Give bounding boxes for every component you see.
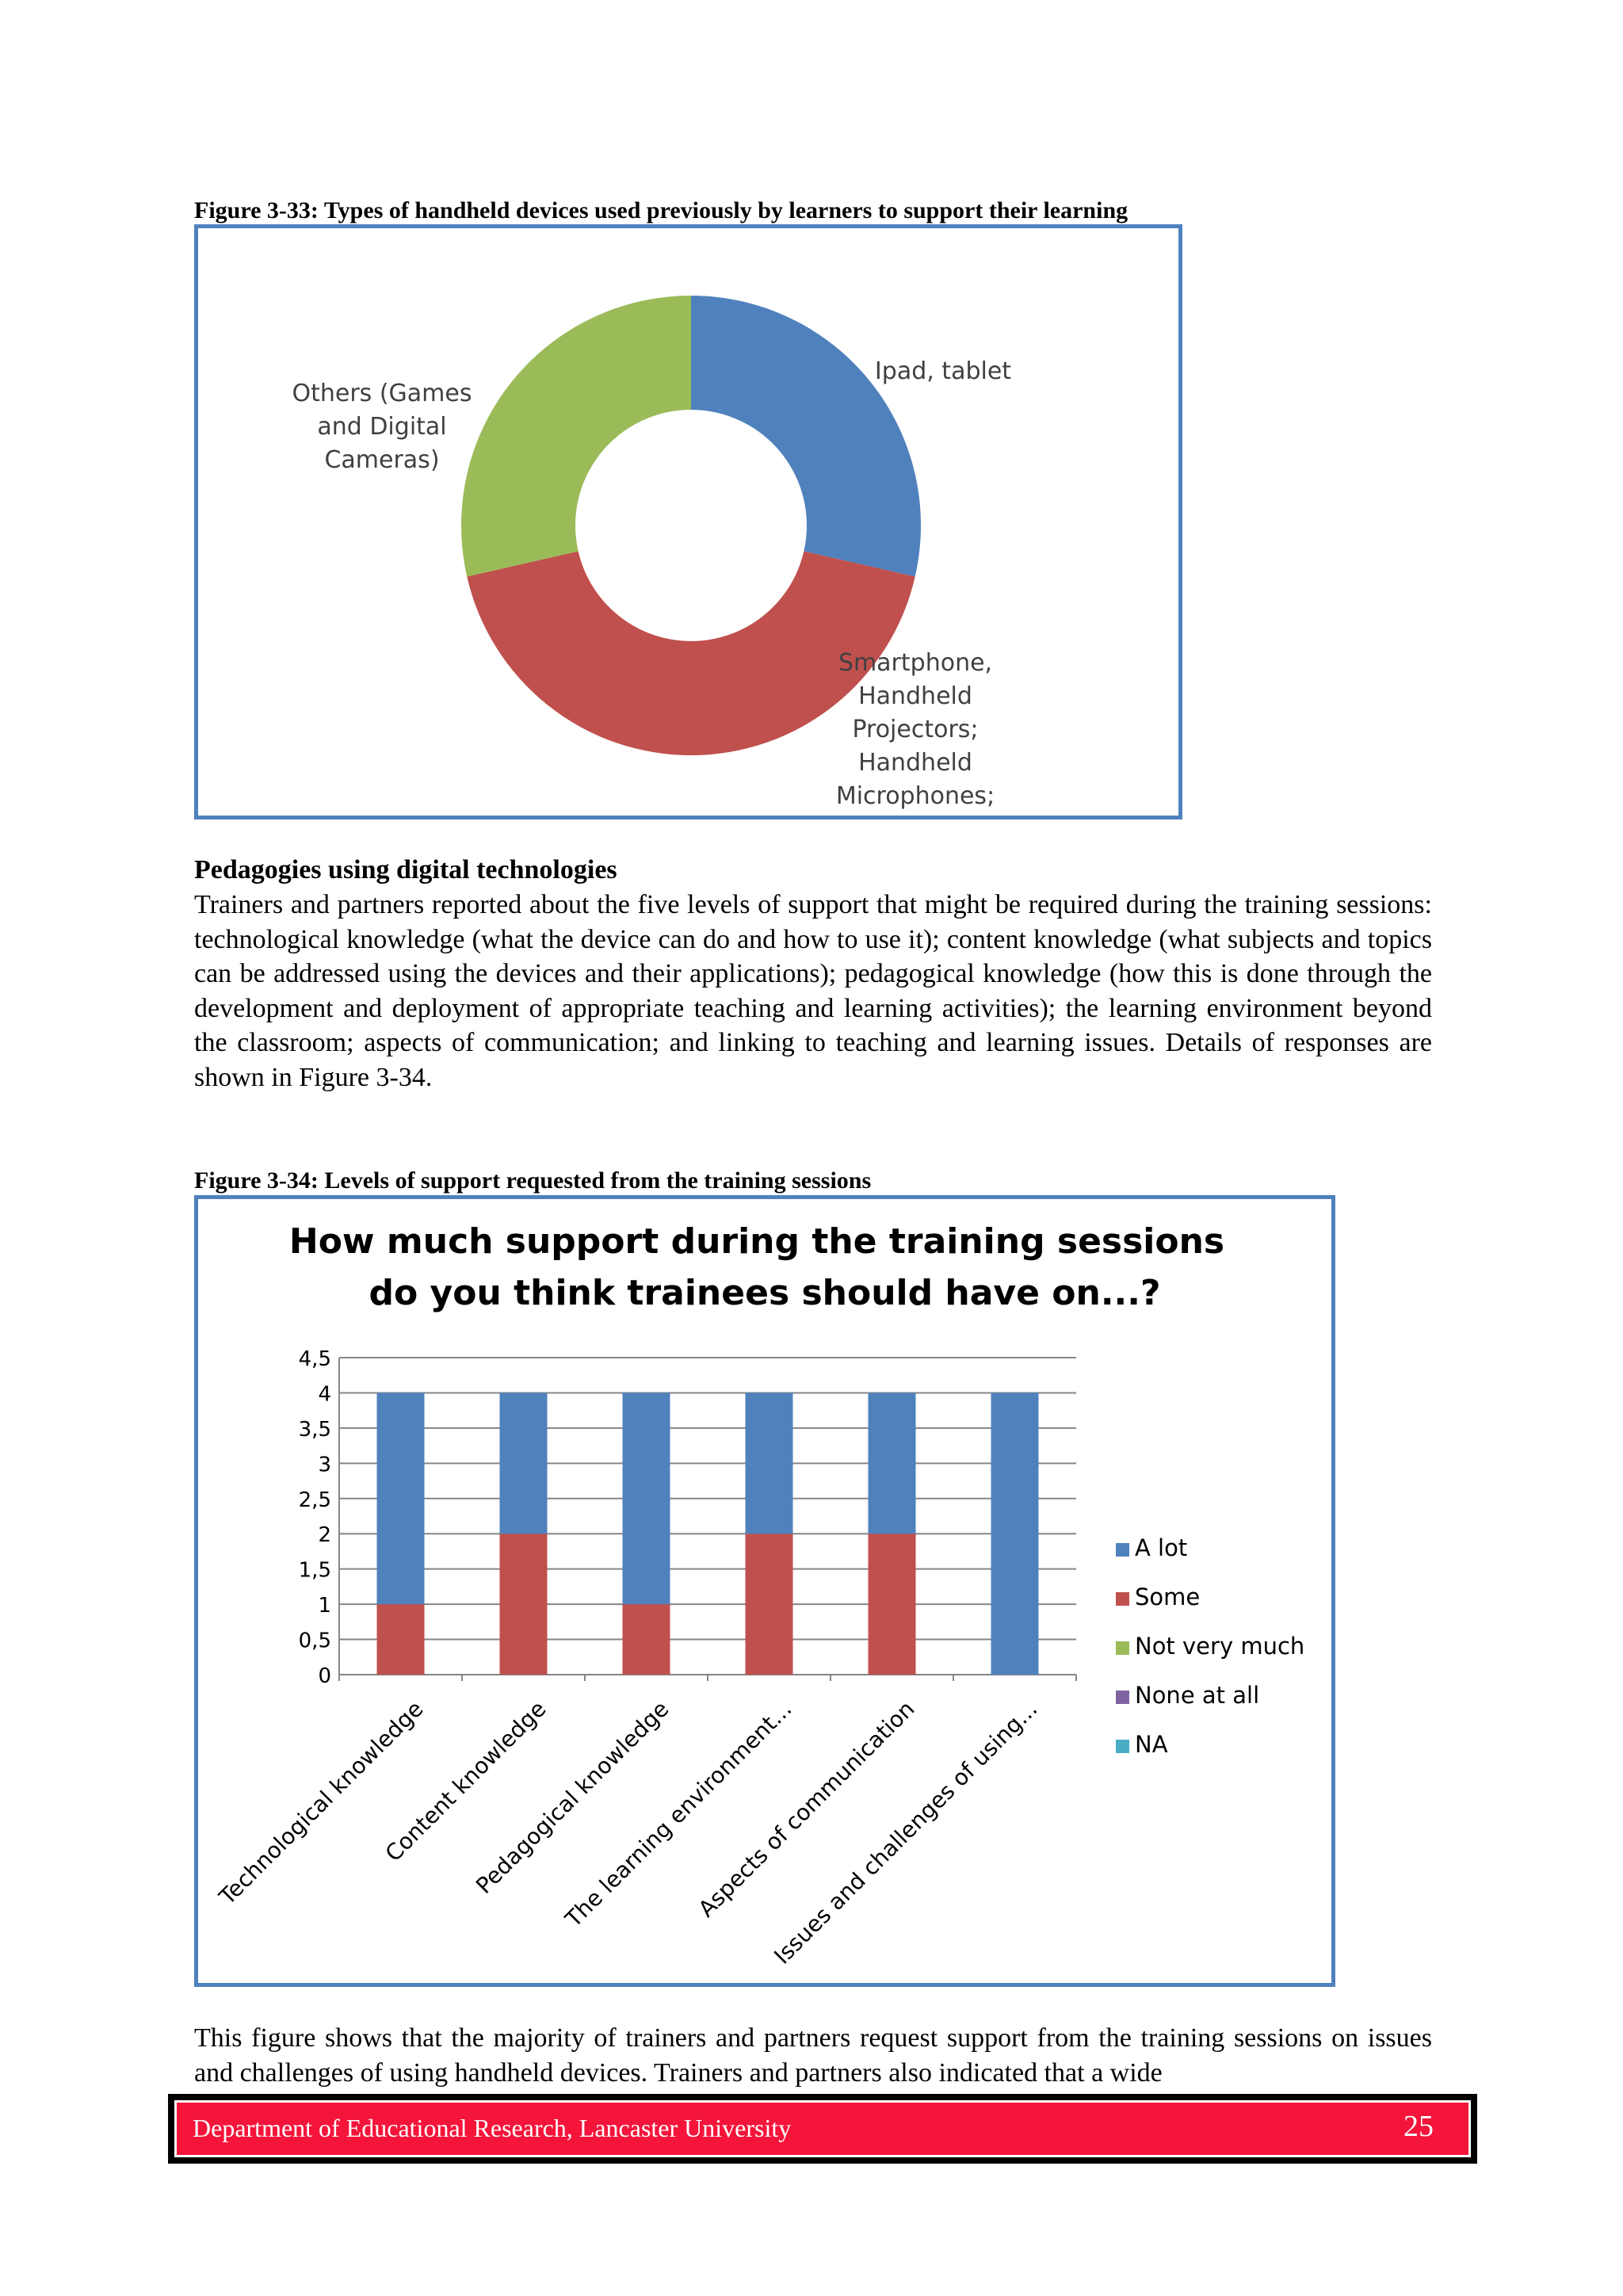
donut-slice (461, 296, 691, 577)
x-category-label: Technological knowledge (214, 1696, 429, 1911)
legend-label: Not very much (1135, 1633, 1304, 1660)
chart-title: How much support during the training ses… (289, 1221, 1224, 1313)
donut-slice-label: Ipad, tablet (875, 357, 1011, 385)
x-category-label: The learning environment... (559, 1696, 796, 1933)
bar-segment (376, 1392, 425, 1605)
y-tick-label: 3 (318, 1453, 331, 1477)
y-tick-label: 4,5 (299, 1347, 331, 1371)
legend-swatch (1116, 1740, 1129, 1753)
bar-segment (622, 1392, 670, 1605)
donut-slice-label: Others (Games and Digital Cameras) (292, 380, 472, 474)
y-tick-label: 1,5 (299, 1559, 331, 1583)
donut-chart-svg: Ipad, tablet Smartphone, Handheld Projector… (292, 296, 1011, 810)
figure-3-33-donut-chart: Ipad, tablet Smartphone, Handheld Projector… (194, 224, 1182, 819)
bar-segment (499, 1392, 548, 1534)
bar-segment (868, 1392, 916, 1534)
x-category-label: Aspects of communication (693, 1696, 920, 1923)
legend-swatch (1116, 1690, 1129, 1704)
footer-bar: Department of Educational Research, Lanc… (174, 2100, 1471, 2157)
y-tick-label: 4 (318, 1382, 331, 1406)
page-footer: Department of Educational Research, Lanc… (168, 2094, 1477, 2164)
figure-3-34-bar-chart: How much support during the training ses… (194, 1195, 1335, 1987)
stacked-bar-chart-svg: How much support during the training ses… (214, 1221, 1305, 1969)
legend-label: NA (1135, 1731, 1168, 1758)
legend-label: None at all (1135, 1682, 1259, 1709)
figure-3-34-caption: Figure 3-34: Levels of support requested… (194, 1167, 872, 1194)
figure-3-33-caption: Figure 3-33: Types of handheld devices u… (194, 197, 1128, 223)
legend-label: Some (1135, 1584, 1200, 1610)
bar-segment (499, 1534, 548, 1675)
bar-segment (745, 1534, 793, 1675)
y-tick-label: 0,5 (299, 1629, 331, 1653)
body-paragraph: Trainers and partners reported about the… (194, 890, 1432, 1092)
bar-segment (868, 1534, 916, 1675)
donut-slice (691, 296, 921, 577)
bar-segment (622, 1604, 670, 1675)
donut-slice (467, 551, 915, 755)
y-tick-label: 0 (318, 1664, 331, 1688)
closing-paragraph: This figure shows that the majority of t… (194, 2023, 1432, 2088)
bar-segment (745, 1392, 793, 1534)
bar-segment (991, 1392, 1039, 1675)
y-tick-label: 2,5 (299, 1488, 331, 1512)
y-tick-label: 1 (318, 1594, 331, 1618)
y-tick-label: 2 (318, 1523, 331, 1547)
legend-label: A lot (1135, 1534, 1187, 1561)
x-category-label: Issues and challenges of using... (769, 1696, 1042, 1969)
section-heading: Pedagogies using digital technologies (194, 855, 617, 884)
footer-department: Department of Educational Research, Lanc… (193, 2114, 792, 2142)
y-tick-label: 3,5 (299, 1418, 331, 1442)
page-number: 25 (1403, 2110, 1434, 2143)
donut-slice-label: Smartphone, Handheld Projectors; Handheld Mi… (836, 649, 995, 810)
legend-swatch (1116, 1543, 1129, 1557)
bar-segment (376, 1604, 425, 1675)
legend-swatch (1116, 1641, 1129, 1655)
legend-swatch (1116, 1592, 1129, 1606)
